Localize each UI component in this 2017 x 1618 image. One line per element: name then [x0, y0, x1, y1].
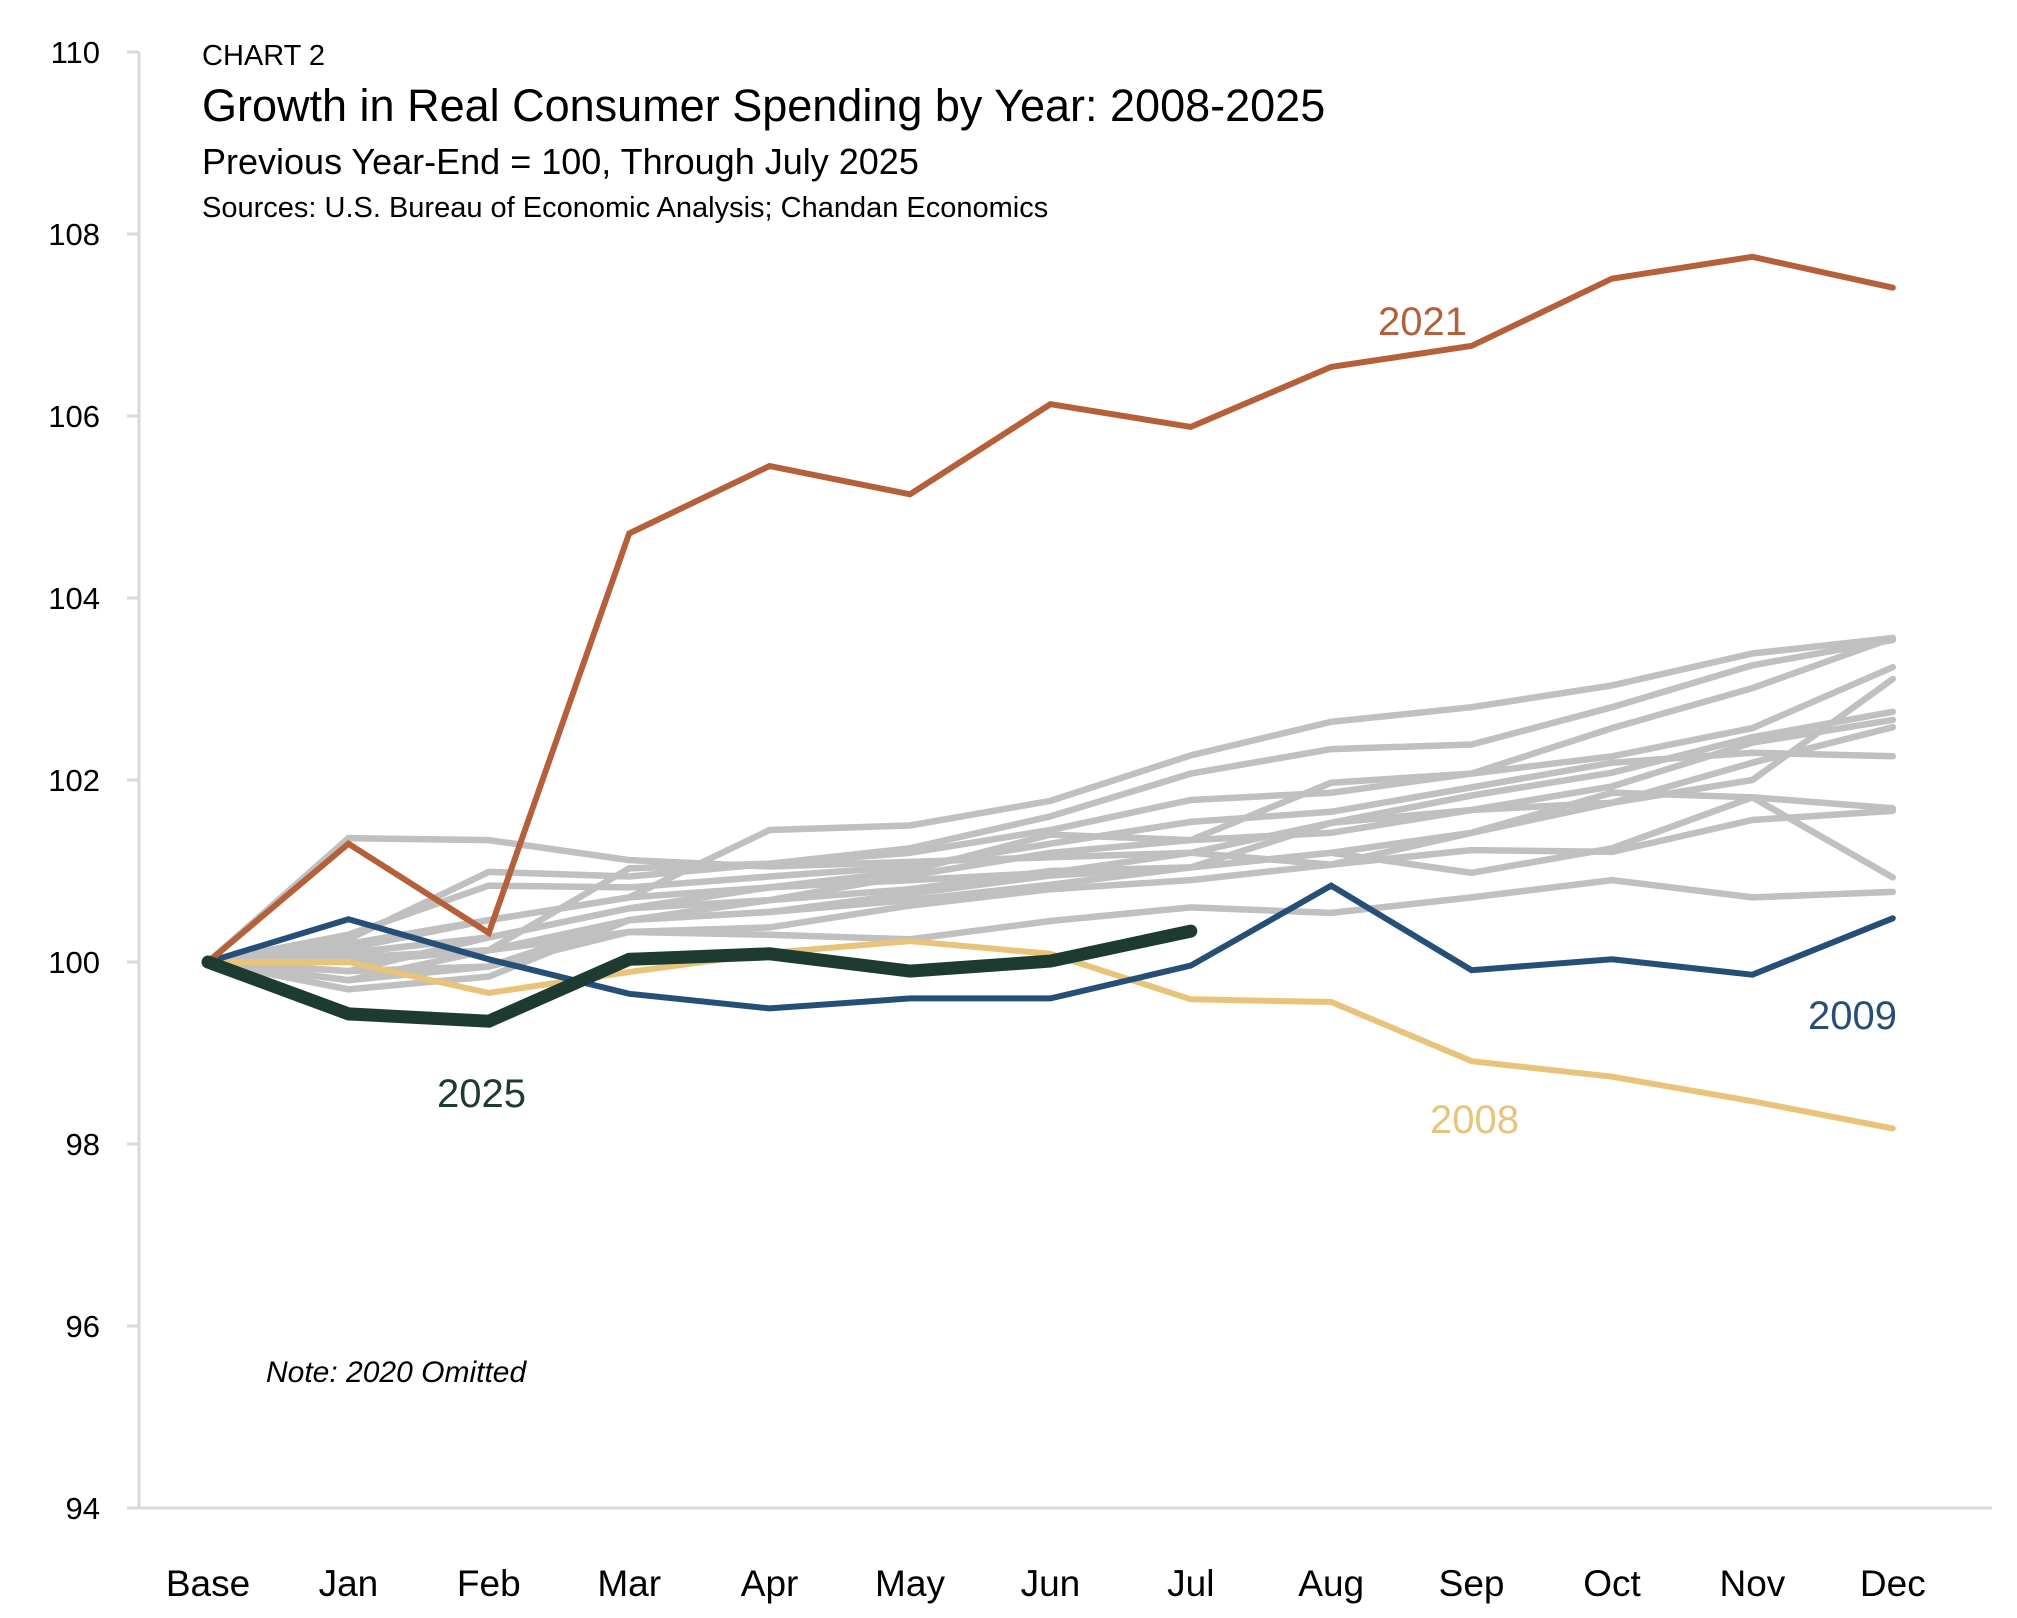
series-label-2008: 2008 — [1430, 1098, 1519, 1142]
series-label-2021: 2021 — [1378, 300, 1467, 344]
x-tick-label: Mar — [597, 1563, 661, 1604]
y-tick-label: 110 — [51, 35, 100, 70]
series-lines — [201, 253, 1897, 1132]
chart-note: Note: 2020 Omitted — [266, 1356, 527, 1389]
x-tick-label: Sep — [1439, 1563, 1505, 1604]
series-line-2023 — [204, 634, 1897, 966]
series-label-2025: 2025 — [437, 1072, 526, 1116]
x-tick-label: Feb — [457, 1563, 521, 1604]
x-tick-label: May — [875, 1563, 945, 1604]
x-tick-label: Jun — [1021, 1563, 1081, 1604]
series-line-2014 — [204, 794, 1897, 993]
series-line-2024 — [204, 675, 1897, 984]
y-tick-label: 98 — [66, 1127, 100, 1162]
x-tick-label: Oct — [1583, 1563, 1641, 1604]
series-label-2009: 2009 — [1808, 994, 1897, 1038]
chart-kicker: CHART 2 — [202, 40, 326, 72]
series-line-2015 — [204, 749, 1897, 966]
y-tick-label: 100 — [48, 945, 100, 980]
y-tick-label: 104 — [48, 581, 100, 616]
y-tick-label: 102 — [48, 763, 100, 798]
series-line-2018 — [204, 663, 1897, 975]
y-tick-label: 106 — [48, 399, 100, 434]
chart-subtitle: Previous Year-End = 100, Through July 20… — [202, 141, 919, 182]
x-tick-label: Jan — [319, 1563, 379, 1604]
y-tick-label: 96 — [66, 1309, 100, 1344]
chart-sources: Sources: U.S. Bureau of Economic Analysi… — [202, 192, 1049, 224]
x-tick-label: Apr — [741, 1563, 799, 1604]
series-line-2025 — [201, 924, 1198, 1028]
x-tick-label: Dec — [1860, 1563, 1926, 1604]
series-line-2021 — [205, 253, 1896, 965]
y-tick-label: 108 — [48, 217, 100, 252]
x-tick-label: Aug — [1298, 1563, 1364, 1604]
series-line-2008 — [205, 938, 1896, 1132]
x-tick-label: Nov — [1719, 1563, 1785, 1604]
axes: 94 96 98 100 102 104 106 108 110 Base Jan Feb Mar Apr… — [48, 35, 1992, 1604]
series-line-2019 — [204, 636, 1897, 966]
y-tick-label: 94 — [66, 1491, 100, 1526]
x-tick-label: Jul — [1167, 1563, 1214, 1604]
series-line-2022 — [204, 789, 1897, 966]
series-line-2017 — [204, 634, 1897, 966]
title-block: CHART 2 Growth in Real Consumer Spending… — [202, 38, 1325, 228]
x-tick-label: Base — [166, 1563, 250, 1604]
series-line-2009 — [205, 882, 1896, 1012]
chart-title: Growth in Real Consumer Spending by Year… — [202, 80, 1326, 131]
